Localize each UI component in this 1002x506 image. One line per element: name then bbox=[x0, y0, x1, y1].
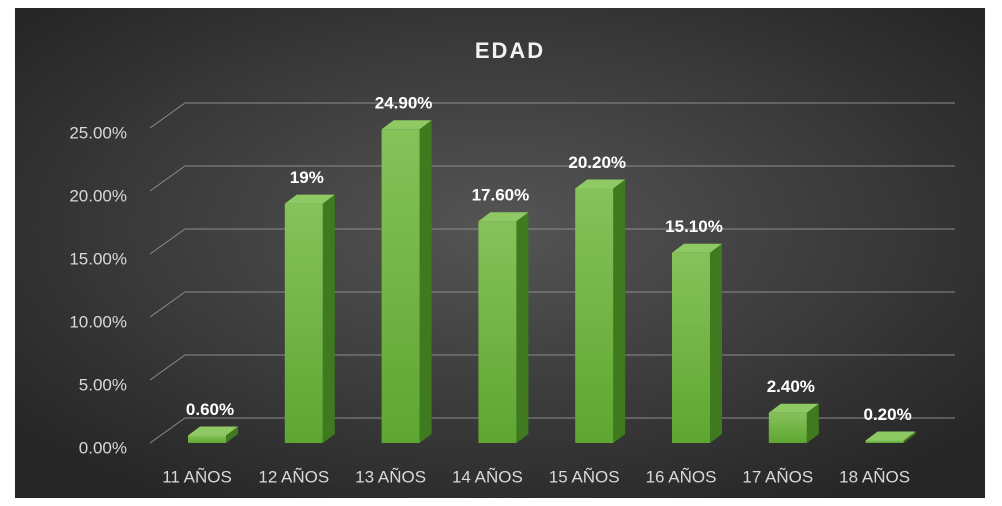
bar bbox=[478, 212, 529, 443]
grid-line bbox=[149, 228, 955, 255]
bar-side bbox=[226, 426, 238, 443]
grid-line bbox=[149, 102, 955, 129]
bar-front bbox=[381, 129, 420, 443]
bar-top bbox=[865, 431, 916, 441]
x-tick-label: 13 AÑOS bbox=[355, 467, 426, 486]
bar-front bbox=[575, 188, 614, 443]
y-tick-label: 10.00% bbox=[69, 312, 127, 331]
bar-side bbox=[710, 243, 722, 443]
x-tick-label: 12 AÑOS bbox=[258, 467, 329, 486]
bar-side bbox=[903, 431, 916, 443]
bar-front bbox=[188, 435, 226, 443]
bar-top bbox=[284, 194, 335, 204]
data-label: 15.10% bbox=[665, 217, 723, 236]
y-tick-label: 15.00% bbox=[69, 249, 127, 268]
bar bbox=[284, 194, 335, 443]
bar bbox=[575, 179, 626, 444]
data-label: 19% bbox=[290, 168, 324, 187]
x-tick-label: 14 AÑOS bbox=[452, 467, 523, 486]
bar bbox=[188, 426, 238, 443]
y-tick-label: 25.00% bbox=[69, 123, 127, 142]
bar-top bbox=[672, 243, 722, 253]
bar-top bbox=[188, 426, 238, 436]
bar-top bbox=[768, 403, 819, 413]
x-tick-label: 16 AÑOS bbox=[646, 467, 717, 486]
grid-line bbox=[149, 165, 955, 192]
bar-side bbox=[419, 120, 432, 443]
x-tick-label: 15 AÑOS bbox=[549, 467, 620, 486]
bar-front bbox=[672, 252, 710, 443]
chart-title: EDAD bbox=[475, 38, 545, 63]
bar-top bbox=[575, 179, 626, 189]
y-tick-label: 0.00% bbox=[79, 438, 127, 457]
data-label: 24.90% bbox=[375, 94, 433, 113]
bar-front bbox=[865, 440, 904, 443]
bar bbox=[672, 243, 722, 443]
data-label: 20.20% bbox=[568, 153, 626, 172]
bar-front bbox=[284, 203, 323, 443]
y-tick-label: 20.00% bbox=[69, 186, 127, 205]
data-label: 0.20% bbox=[863, 405, 911, 424]
bar bbox=[381, 120, 432, 443]
x-tick-label: 11 AÑOS bbox=[162, 467, 232, 486]
bar-front bbox=[478, 221, 517, 443]
bar-side bbox=[322, 194, 335, 443]
data-label: 17.60% bbox=[472, 186, 530, 205]
x-tick-label: 18 AÑOS bbox=[839, 467, 910, 486]
bar-side bbox=[613, 179, 626, 444]
bar-top bbox=[381, 120, 432, 130]
y-tick-label: 5.00% bbox=[79, 375, 127, 394]
data-label: 2.40% bbox=[767, 377, 815, 396]
bar-front bbox=[768, 412, 807, 443]
bar-side bbox=[806, 403, 819, 443]
x-tick-label: 17 AÑOS bbox=[742, 467, 813, 486]
bar bbox=[768, 403, 819, 443]
bar-top bbox=[478, 212, 529, 222]
bar-side bbox=[516, 212, 529, 443]
bar bbox=[865, 431, 916, 443]
data-label: 0.60% bbox=[186, 400, 234, 419]
